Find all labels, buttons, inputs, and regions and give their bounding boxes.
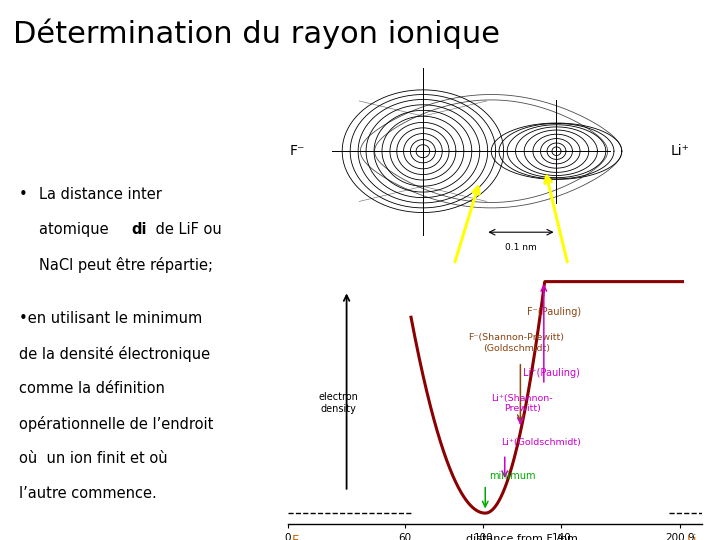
Text: opérationnelle de l’endroit: opérationnelle de l’endroit <box>19 416 213 433</box>
Text: NaCl peut être répartie;: NaCl peut être répartie; <box>39 257 213 273</box>
Text: l’autre commence.: l’autre commence. <box>19 487 156 502</box>
Text: Li⁺(Goldschmidt): Li⁺(Goldschmidt) <box>501 438 581 447</box>
Text: electron
density: electron density <box>319 392 359 414</box>
Text: distance from F /pm: distance from F /pm <box>467 534 578 540</box>
Text: comme la définition: comme la définition <box>19 381 165 396</box>
Text: Détermination du rayon ionique: Détermination du rayon ionique <box>13 19 500 49</box>
Text: •: • <box>19 187 27 202</box>
Text: di: di <box>131 222 147 237</box>
Text: où  un ion finit et où: où un ion finit et où <box>19 451 167 467</box>
Text: Li: Li <box>686 534 697 540</box>
Text: F: F <box>292 534 299 540</box>
Text: F⁻: F⁻ <box>289 144 305 158</box>
Text: Li⁺: Li⁺ <box>670 144 689 158</box>
Text: Li⁺(Pauling): Li⁺(Pauling) <box>523 368 580 378</box>
Text: 0.1 nm: 0.1 nm <box>505 243 536 252</box>
Text: F⁻(Pauling): F⁻(Pauling) <box>526 307 580 317</box>
Text: Li⁺(Shannon-
Prewitt): Li⁺(Shannon- Prewitt) <box>492 394 553 414</box>
Text: de LiF ou: de LiF ou <box>151 222 222 237</box>
Text: La distance inter: La distance inter <box>39 187 162 202</box>
Text: F⁻(Shannon-Prewitt)
(Goldschmidt): F⁻(Shannon-Prewitt) (Goldschmidt) <box>469 333 564 353</box>
Text: •en utilisant le minimum: •en utilisant le minimum <box>19 312 202 327</box>
Text: minimum: minimum <box>489 471 536 481</box>
Text: atomique: atomique <box>39 222 113 237</box>
Text: de la densité électronique: de la densité électronique <box>19 347 210 362</box>
